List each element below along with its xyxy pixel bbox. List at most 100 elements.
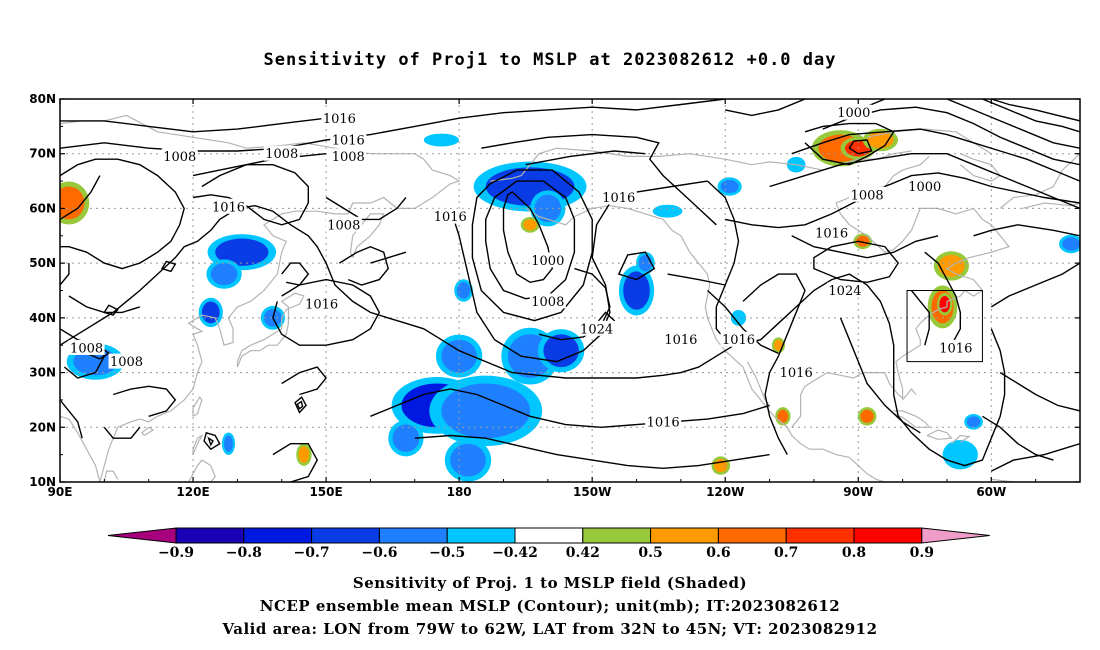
contour-label-bg [835,104,872,120]
isobar [707,180,1006,467]
colorbar-box [785,527,855,544]
colorbar-label: 0.5 [638,545,662,561]
shade-core [523,219,537,231]
isobar [60,399,83,439]
colorbar: −0.9 −0.8 −0.7 −0.6 −0.5 −0.42 0.42 0.5 0.6 0.7 0.… [107,527,990,561]
shade-core [298,446,310,463]
contour-label: 1000 [908,180,941,195]
lat-label: 60N [29,201,56,215]
contour-label: 1008 [327,218,360,233]
shade-core [946,443,974,466]
isobar [791,128,1080,182]
contour-label-bg [210,198,247,214]
isobar [103,426,141,439]
colorbar-label: 0.6 [706,545,730,561]
coastline [1022,202,1080,209]
colorbar-min-triangle [107,527,177,544]
lat-label: 80N [29,92,56,106]
colorbar-box [514,527,584,544]
isobar [370,388,770,429]
isobar [160,260,177,273]
shade-core [456,282,471,299]
colorbar-box [650,527,719,544]
isobar [207,436,214,447]
isobar [769,153,1080,210]
lat-label: 40N [29,311,56,325]
isobar [973,224,1080,237]
isobar [325,196,407,221]
contour-label: 1016 [647,415,680,430]
shade-core [441,383,531,439]
contour-label-bg [529,293,566,309]
isobar [485,180,576,300]
contour-label-bg [108,353,145,369]
caption-line-1: Sensitivity of Proj. 1 to MSLP field (Sh… [352,574,748,592]
coastline [902,388,917,401]
isobar [60,204,735,379]
isobar [294,396,307,414]
colorbar-label: 0.9 [910,545,934,561]
contour-label: 1008 [531,295,564,310]
contour-label-bg [432,208,469,224]
contour-label: 1016 [722,333,755,348]
shade-core [720,179,739,194]
contour-label-bg [826,282,863,298]
shade-core [856,235,870,247]
colorbar-label: 0.42 [566,545,600,561]
isobar [813,240,900,284]
isobar [924,251,961,346]
isobar [60,175,101,220]
isobar [192,164,309,226]
shade-core [441,339,477,373]
colorbar-box [175,527,245,544]
contour-label: 1008 [851,188,884,203]
contour-label: 1008 [110,355,143,370]
coastline [490,147,912,182]
isobar [272,443,318,482]
isobar [296,400,304,410]
isobar [667,273,726,286]
lat-label: 70N [29,147,56,161]
isobar [60,158,185,270]
coastline [349,213,385,258]
isobar [192,153,327,177]
contour-label: 1016 [434,210,467,225]
colorbar-label: −0.42 [492,545,538,561]
isobar [910,290,930,346]
coastline [188,459,216,482]
lon-label: 90W [843,485,873,499]
caption-line-2: NCEP ensemble mean MSLP (Contour); unit(… [259,597,841,615]
shade-core [428,135,455,145]
isobar [707,289,779,355]
coastlines [60,114,1080,482]
isobar [990,262,1080,308]
isobar [60,263,70,286]
isobar [946,99,1080,149]
isobar [848,139,873,155]
coastline [141,426,155,437]
contour-label: 1016 [602,191,635,206]
contour-label-bg [813,225,850,241]
contour-label: 1016 [323,112,356,127]
valid-area-box [906,290,983,363]
colorbar-max-triangle [921,527,990,544]
isobar [60,117,327,133]
shade-core [543,334,579,368]
colorbar-box [311,527,380,544]
caption-line-3: Valid area: LON from 79W to 62W, LAT fro… [222,620,878,638]
lon-label: 90E [48,485,73,499]
contour-label: 1016 [780,366,813,381]
isobar [370,251,407,264]
colorbar-label: 0.8 [842,545,866,561]
lat-label: 50N [29,256,56,270]
isobar [725,99,806,117]
colorbar-label: −0.9 [158,545,194,561]
lat-label: 30N [29,366,56,380]
lat-label: 10N [29,475,56,489]
coastline [950,434,971,445]
coastline [791,372,828,428]
isobar [991,99,1080,122]
shade-core [966,416,981,428]
isobar [471,169,593,322]
